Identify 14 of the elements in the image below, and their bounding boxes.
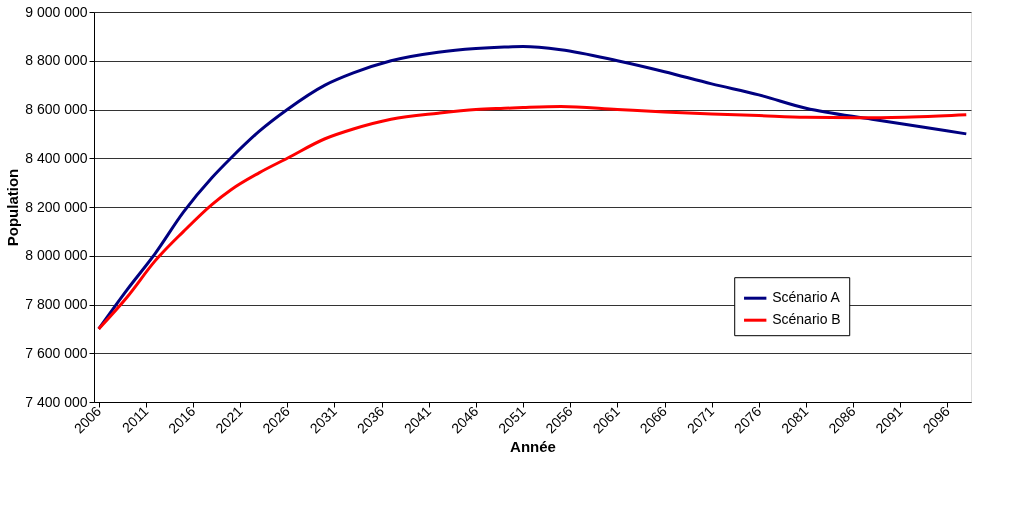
y-tick-label: 7 400 000	[25, 393, 88, 410]
y-tick-label: 7 600 000	[25, 344, 88, 361]
y-tick-label: 7 800 000	[25, 296, 88, 312]
y-tick-label: 8 400 000	[25, 149, 88, 166]
y-tick-label: 8 800 000	[25, 52, 88, 69]
y-tick-label: 8 000 000	[25, 247, 88, 264]
line-series	[97, 105, 968, 331]
y-tick-label: 8 200 000	[25, 198, 88, 215]
legend-label: Scénario B	[772, 311, 841, 328]
y-tick-label: 9 000 000	[25, 3, 88, 20]
legend-label: Scénario A	[772, 289, 841, 306]
y-tick-label: 8 600 000	[25, 101, 88, 117]
x-axis-title: Année	[510, 438, 556, 456]
y-axis-title: Population	[4, 168, 22, 247]
